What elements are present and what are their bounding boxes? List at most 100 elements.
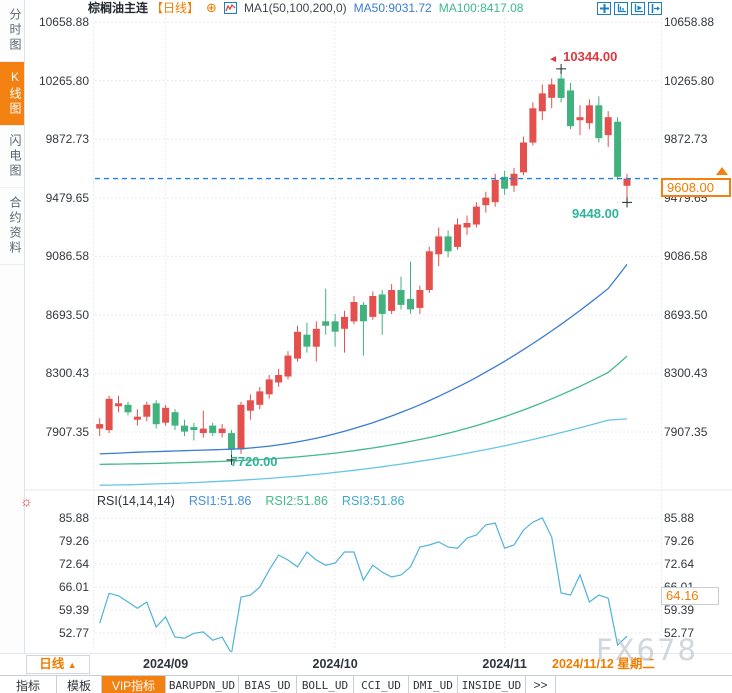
toolbar-item-boll[interactable]: BOLL_UD (297, 676, 354, 693)
september-low-annotation: 7720.00 (230, 453, 278, 469)
price-axis-label-right: 10658.88 (664, 15, 715, 29)
price-axis-label-left: 9086.58 (45, 249, 89, 264)
toolbar-item-vip-indicators[interactable]: VIP指标 (102, 676, 166, 693)
candle-body (199, 428, 207, 434)
rsi-axis-label-right: 79.26 (664, 534, 695, 548)
candles-layer (96, 68, 631, 486)
rsi-axis-label-left: 85.88 (58, 511, 89, 525)
extreme-marker (226, 454, 237, 465)
bottom-toolbar: 指标 模板 VIP指标 BARUPDN_UD BIAS_UD BOLL_UD C… (0, 675, 732, 693)
toolbar-item-indicators[interactable]: 指标 (0, 676, 57, 693)
toolbar-item-more[interactable]: >> (526, 676, 556, 693)
pan-right-icon[interactable] (648, 2, 662, 15)
price-axis-label-left: 9479.65 (45, 190, 89, 205)
indicator-settings-icon[interactable]: ☼ (20, 493, 33, 509)
month-label: 2024/10 (312, 657, 358, 671)
candle-body (162, 407, 170, 423)
toolbar-item-dmi[interactable]: DMI_UD (409, 676, 458, 693)
toolbar-item-barupdn[interactable]: BARUPDN_UD (166, 676, 239, 693)
candle-body (369, 296, 377, 317)
candle-body (143, 404, 151, 417)
month-label: 2024/09 (143, 657, 189, 671)
candle-body (557, 78, 565, 98)
price-axis-label-right: 7907.35 (664, 424, 708, 439)
toolbar-item-inside[interactable]: INSIDE_UD (458, 676, 526, 693)
crosshair-move-icon[interactable] (597, 2, 611, 15)
instrument-title: 棕榈油主连 (88, 1, 149, 15)
sidebar-item-lightning-chart[interactable]: 闪电图 (0, 126, 24, 188)
candle-body (416, 290, 424, 308)
ma-line-ma50 (99, 264, 628, 455)
rsi-axis-label-right: 59.39 (664, 603, 695, 618)
candle-body (407, 299, 414, 310)
axis-scale-icon[interactable] (614, 2, 628, 15)
rsi-title: RSI(14,14,14) (97, 494, 175, 508)
price-axis-label-right: 9086.58 (664, 249, 708, 264)
candle-body (425, 251, 433, 290)
month-label: 2024/11 (482, 657, 527, 671)
candle-body (567, 90, 574, 127)
chart-type-sidebar: 分时图 K线图 闪电图 合约资料 (0, 0, 25, 653)
candle-body (246, 400, 254, 411)
price-axis-label-left: 10265.80 (38, 73, 89, 88)
candle-body (294, 331, 301, 359)
price-axis-label-left: 7907.35 (45, 424, 89, 439)
chart-tools (597, 2, 662, 15)
candle-body (538, 93, 546, 112)
high-price-annotation: 10344.00 (563, 48, 618, 64)
price-axis-label-right: 10265.80 (664, 73, 715, 88)
ma100-value: MA100:8417.08 (438, 0, 524, 15)
candle-body (491, 179, 499, 203)
sidebar-item-contract-info[interactable]: 合约资料 (0, 188, 24, 265)
price-axis-label-left: 8300.43 (45, 366, 89, 381)
toolbar-item-cci[interactable]: CCI_UD (354, 676, 409, 693)
price-up-arrow-icon (716, 166, 728, 175)
rsi-axis-label-right: 72.64 (664, 557, 695, 571)
ma-settings-label: MA1(50,100,200,0) (243, 0, 347, 15)
candle-body (152, 403, 160, 425)
candle-body (181, 425, 188, 432)
candle-body (623, 178, 631, 186)
axis-scroll-icon[interactable] (631, 2, 645, 15)
candle-body (341, 316, 348, 329)
rsi-current-tag: 64.16 (661, 587, 719, 606)
rsi-axis-label-left: 59.39 (58, 603, 89, 618)
price-axis-label-right: 8300.43 (664, 366, 708, 381)
period-selector-button[interactable]: 日线 ▲ (26, 655, 90, 674)
chart-header: 棕榈油主连 【日线】 ⊕ MA1(50,100,200,0) MA50:9031… (88, 0, 524, 16)
candle-body (96, 424, 104, 429)
add-indicator-icon[interactable]: ⊕ (206, 0, 217, 15)
rsi1-value: RSI1:51.86 (188, 494, 252, 508)
chevron-up-icon: ▲ (67, 660, 77, 670)
extreme-marker (622, 197, 633, 208)
extreme-marker (556, 63, 567, 74)
toolbar-item-templates[interactable]: 模板 (57, 676, 102, 693)
rsi-header: RSI(14,14,14) RSI1:51.86 RSI2:51.86 RSI3… (97, 494, 404, 508)
candle-body (331, 321, 339, 332)
ma50-value: MA50:9031.72 (353, 0, 432, 15)
price-axis-label-left: 10658.88 (38, 15, 89, 29)
rsi-axis-label-right: 85.88 (664, 511, 695, 525)
rsi-axis-label-left: 52.77 (58, 626, 89, 641)
candle-body (350, 302, 358, 322)
sidebar-item-time-chart[interactable]: 分时图 (0, 0, 24, 62)
candle-body (529, 108, 537, 143)
candle-body (171, 412, 179, 426)
candle-body (585, 105, 593, 124)
sidebar-item-kline-chart[interactable]: K线图 (0, 62, 24, 126)
candle-body (576, 117, 584, 121)
price-axis-label-right: 9872.73 (664, 132, 708, 147)
indicator-chart-icon[interactable] (223, 1, 237, 14)
toolbar-spacer (556, 676, 732, 693)
candle-body (115, 403, 122, 407)
candle-body (312, 328, 320, 347)
rsi2-value: RSI2:51.86 (265, 494, 328, 508)
candle-body (378, 294, 386, 314)
rsi-line (99, 517, 628, 652)
period-tag: 【日线】 (151, 1, 200, 15)
candle-body (614, 121, 622, 177)
last-price-tag: 9608.00 (661, 177, 731, 197)
toolbar-item-bias[interactable]: BIAS_UD (239, 676, 297, 693)
candle-body (303, 334, 311, 347)
